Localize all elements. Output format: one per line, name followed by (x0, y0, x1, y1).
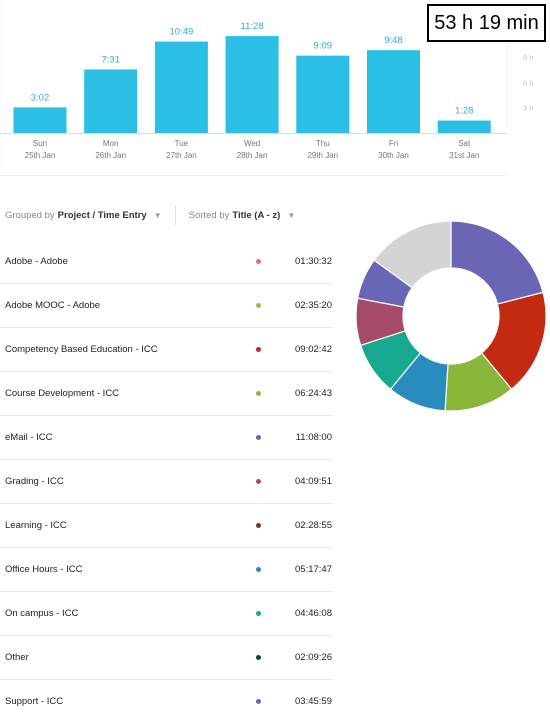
entry-duration: 04:46:08 (295, 608, 332, 619)
entry-name: Learning - ICC (5, 520, 67, 531)
entry-row[interactable]: Office Hours - ICC 05:17:47 (0, 548, 333, 592)
x-tick-date: 25th Jan (25, 151, 56, 160)
entry-row[interactable]: Competency Based Education - ICC 09:02:42 (0, 328, 333, 372)
bar-value-label: 10:49 (170, 27, 194, 38)
group-by-value: Project / Time Entry (57, 209, 147, 221)
entry-duration: 11:08:00 (295, 432, 332, 443)
x-tick-day: Mon (103, 139, 119, 148)
bar[interactable] (437, 120, 491, 133)
bar[interactable] (13, 107, 67, 133)
donut-slice[interactable] (373, 220, 452, 289)
x-tick-day: Sat (458, 139, 471, 148)
entry-name: eMail - ICC (5, 432, 53, 443)
entry-name: On campus - ICC (5, 608, 79, 619)
bar-value-label: 9:09 (314, 41, 333, 52)
entry-name: Adobe - Adobe (5, 256, 68, 267)
group-by-prefix: Grouped by (5, 209, 55, 221)
chevron-down-icon: ▼ (287, 210, 296, 220)
entry-duration: 03:45:59 (295, 696, 332, 707)
x-tick-date: 31st Jan (449, 151, 479, 160)
bar-value-label: 11:28 (241, 21, 264, 32)
x-tick-day: Sun (33, 139, 47, 148)
entry-duration: 09:02:42 (295, 344, 332, 355)
entry-name: Other (5, 652, 29, 663)
color-dot-icon (256, 303, 261, 308)
entry-duration: 04:09:51 (295, 476, 332, 487)
color-dot-icon (256, 391, 261, 396)
entry-row[interactable]: eMail - ICC 11:08:00 (0, 416, 333, 460)
color-dot-icon (256, 479, 261, 484)
y-tick-label: 9 h (523, 53, 533, 62)
entry-name: Adobe MOOC - Adobe (5, 300, 101, 311)
entry-name: Competency Based Education - ICC (5, 344, 158, 355)
chevron-down-icon: ▼ (153, 210, 162, 220)
entry-list: Adobe - Adobe 01:30:32 Adobe MOOC - Adobe 0… (0, 240, 333, 713)
entry-row[interactable]: Learning - ICC 02:28:55 (0, 504, 333, 548)
entry-row[interactable]: On campus - ICC 04:46:08 (0, 592, 333, 636)
bar-chart-svg: 3 h 6 h 9 h 3:02 Sun 25th Jan 7:31 Mon 26th Jan 1… (0, 0, 533, 176)
entry-name: Grading - ICC (5, 476, 64, 487)
entry-row[interactable]: Course Development - ICC 06:24:43 (0, 372, 333, 416)
daily-bar-chart: 3 h 6 h 9 h 3:02 Sun 25th Jan 7:31 Mon 26th Jan 1… (0, 0, 550, 176)
filter-bar: Grouped by Project / Time Entry ▼ Sorted… (0, 204, 350, 226)
entry-duration: 06:24:43 (295, 388, 332, 399)
entry-duration: 05:17:47 (295, 564, 332, 575)
entry-duration: 02:28:55 (295, 520, 332, 531)
x-tick-date: 27th Jan (166, 151, 197, 160)
sort-by-value: Title (A - z) (232, 209, 281, 221)
bar-value-label: 7:31 (101, 54, 120, 65)
color-dot-icon (256, 611, 261, 616)
color-dot-icon (256, 523, 261, 528)
group-by-dropdown[interactable]: Grouped by Project / Time Entry ▼ (0, 210, 162, 221)
filter-divider (174, 205, 176, 225)
x-tick-day: Thu (316, 139, 330, 148)
y-tick-label: 6 h (523, 78, 533, 87)
x-tick-day: Tue (175, 139, 189, 148)
x-tick-day: Wed (244, 139, 260, 148)
bar[interactable] (225, 36, 279, 133)
color-dot-icon (256, 655, 261, 660)
total-time-badge: 53 h 19 min (427, 4, 546, 42)
bar-value-label: 3:02 (31, 92, 50, 103)
entry-duration: 02:35:20 (295, 300, 332, 311)
sort-by-prefix: Sorted by (188, 209, 230, 221)
color-dot-icon (256, 435, 261, 440)
color-dot-icon (256, 347, 261, 352)
x-tick-day: Fri (389, 139, 399, 148)
color-dot-icon (256, 259, 261, 264)
project-donut-chart (355, 220, 547, 412)
bar[interactable] (367, 50, 420, 133)
entry-row[interactable]: Support - ICC 03:45:59 (0, 680, 333, 713)
bar-value-label: 9:48 (384, 35, 403, 46)
y-tick-label: 3 h (523, 104, 533, 113)
entry-duration: 02:09:26 (295, 652, 332, 663)
bar-value-label: 1:28 (455, 106, 474, 117)
x-tick-date: 26th Jan (95, 151, 126, 160)
entry-row[interactable]: Adobe MOOC - Adobe 02:35:20 (0, 284, 333, 328)
bar[interactable] (154, 41, 208, 133)
entry-row[interactable]: Adobe - Adobe 01:30:32 (0, 240, 333, 284)
entry-name: Support - ICC (5, 696, 64, 707)
x-tick-date: 28th Jan (237, 151, 268, 160)
entry-row[interactable]: Other 02:09:26 (0, 636, 333, 680)
bar[interactable] (296, 55, 350, 134)
donut-slice[interactable] (450, 220, 544, 305)
x-tick-date: 30th Jan (378, 151, 409, 160)
entry-name: Office Hours - ICC (5, 564, 83, 575)
color-dot-icon (256, 699, 261, 704)
entry-name: Course Development - ICC (5, 388, 120, 399)
entry-row[interactable]: Grading - ICC 04:09:51 (0, 460, 333, 504)
sort-by-dropdown[interactable]: Sorted by Title (A - z) ▼ (184, 210, 296, 221)
entry-duration: 01:30:32 (295, 256, 332, 267)
bar[interactable] (84, 69, 138, 133)
color-dot-icon (256, 567, 261, 572)
x-tick-date: 29th Jan (307, 151, 338, 160)
